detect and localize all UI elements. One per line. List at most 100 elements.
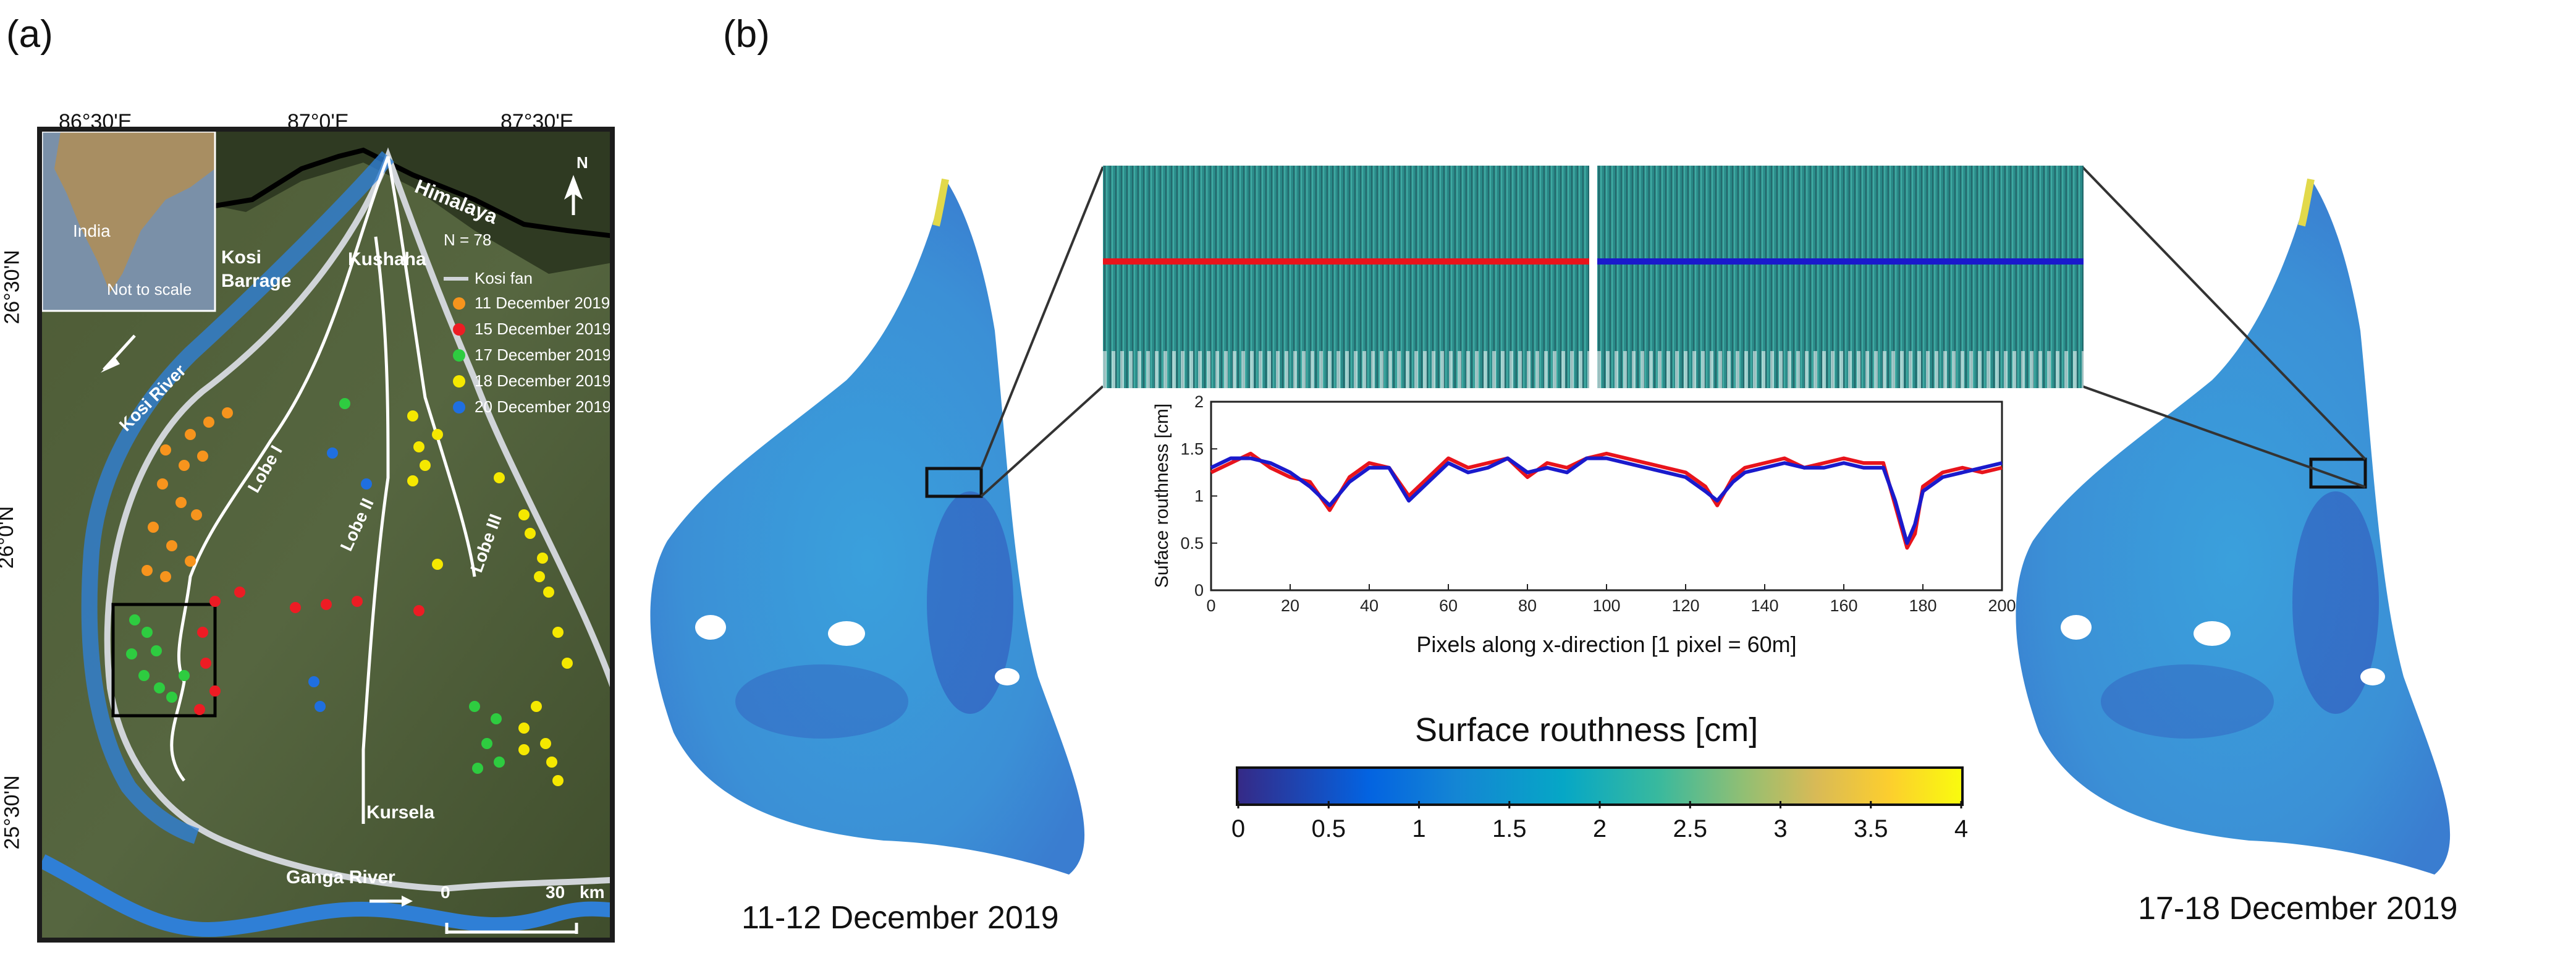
sample-point — [148, 522, 159, 533]
sample-point — [321, 599, 332, 610]
sample-point — [494, 472, 505, 483]
chart-y-axis-label: Suface routhness [cm] — [1152, 404, 1172, 588]
x-tick-label: 160 — [1830, 596, 1857, 615]
sample-point — [407, 410, 418, 422]
sample-point — [222, 407, 233, 418]
sample-point — [327, 447, 338, 459]
scale-unit: km — [580, 883, 605, 902]
sample-point — [157, 478, 168, 490]
scale-zero: 0 — [441, 883, 450, 902]
sample-point — [126, 648, 137, 659]
sample-point — [352, 596, 363, 607]
legend-n-count: N = 78 — [444, 231, 492, 249]
sample-point — [160, 444, 171, 456]
sample-point — [491, 713, 502, 724]
colorbar-tick-label: 1.5 — [1492, 815, 1527, 842]
sample-point — [290, 602, 301, 613]
sample-point — [413, 441, 424, 452]
sample-point — [552, 775, 564, 786]
x-tick-label: 80 — [1518, 596, 1537, 615]
series-line-2 — [1210, 456, 2003, 545]
sample-point — [518, 509, 530, 520]
colorbar-ticks: 0 0.5 1 1.5 2 2.5 3 3.5 4 — [1231, 801, 1968, 842]
y-tick-label: 0.5 — [1180, 534, 1204, 553]
sample-point — [518, 723, 530, 734]
sample-point — [339, 398, 350, 409]
sample-point — [129, 614, 140, 625]
profile-line-red — [1103, 258, 1589, 265]
sample-point — [203, 417, 214, 428]
legend-dot-3 — [453, 349, 465, 362]
surface-3d-left — [1103, 166, 1589, 388]
legend-item-2: 15 December 2019 — [475, 320, 612, 338]
sample-point — [154, 682, 165, 693]
legend-fan: Kosi fan — [475, 269, 533, 287]
sample-point — [361, 478, 372, 490]
roughness-profile-chart: 0 20 40 60 80 100 120 140 160 180 200 0 0.5 1 1.5 2 Pix… — [1152, 392, 2016, 657]
sample-point — [518, 744, 530, 755]
colorbar-tick-label: 1 — [1412, 815, 1425, 842]
kushaha-label: Kushaha — [348, 249, 426, 269]
sample-point — [407, 475, 418, 486]
sample-point — [234, 587, 245, 598]
sample-point — [543, 587, 554, 598]
sample-point — [525, 528, 536, 539]
sample-point — [534, 571, 545, 582]
legend-dot-4 — [453, 375, 465, 388]
x-tick-label: 120 — [1671, 596, 1699, 615]
sample-point — [315, 701, 326, 712]
x-tick-label: 20 — [1281, 596, 1299, 615]
x-tick-label: 0 — [1206, 596, 1215, 615]
colorbar-tick-label: 0 — [1231, 815, 1245, 842]
profile-line-blue — [1597, 258, 2084, 265]
x-tick-label: 140 — [1750, 596, 1778, 615]
sample-point — [209, 596, 221, 607]
inset-country-label: India — [73, 221, 111, 240]
sample-point — [185, 429, 196, 440]
sample-point — [138, 670, 150, 681]
ganga-river-label: Ganga River — [286, 867, 395, 888]
kosi-barrage-label: Kosi Barrage — [221, 247, 292, 291]
sample-point — [562, 658, 573, 669]
x-tick-label: 200 — [1988, 596, 2016, 615]
x-tick-label: 60 — [1439, 596, 1458, 615]
sample-point — [494, 757, 505, 768]
sample-point — [166, 692, 177, 703]
sample-point — [191, 509, 202, 520]
x-tick-label: 180 — [1909, 596, 1936, 615]
sample-point — [432, 559, 443, 570]
colorbar-title: Surface routhness [cm] — [1415, 711, 1759, 748]
y-tick-label: 1.5 — [1180, 439, 1204, 458]
chart-x-axis-label: Pixels along x-direction [1 pixel = 60m] — [1416, 632, 1796, 657]
sample-point — [166, 540, 177, 551]
legend-item-5: 20 December 2019 — [475, 397, 612, 416]
colorbar-tick-label: 0.5 — [1311, 815, 1346, 842]
surface-3d-right — [1597, 166, 2084, 388]
sample-point — [537, 553, 548, 564]
inset-note: Not to scale — [107, 280, 192, 299]
right-map-date: 17-18 December 2019 — [2138, 891, 2458, 926]
legend-item-1: 11 December 2019 — [475, 294, 610, 312]
left-map-date: 11-12 December 2019 — [741, 900, 1059, 936]
colorbar-tick-label: 3 — [1773, 815, 1787, 842]
sample-point — [481, 738, 492, 749]
kursela-label: Kursela — [366, 802, 435, 823]
legend-item-4: 18 December 2019 — [475, 371, 612, 390]
colorbar-tick-label: 2 — [1593, 815, 1607, 842]
legend-dot-1 — [453, 297, 465, 310]
sample-point — [209, 685, 221, 697]
sample-point — [141, 565, 153, 576]
north-label: N — [576, 153, 588, 172]
sample-point — [546, 757, 557, 768]
y-tick-label: 1 — [1194, 487, 1204, 506]
sample-point — [200, 658, 211, 669]
sample-point — [194, 704, 205, 715]
panel-label-b: (b) — [723, 13, 770, 56]
colorbar-tick-label: 2.5 — [1673, 815, 1707, 842]
sample-point — [197, 451, 208, 462]
sample-point — [552, 627, 564, 638]
sample-point — [141, 627, 153, 638]
sample-point — [179, 460, 190, 471]
sample-point — [432, 429, 443, 440]
